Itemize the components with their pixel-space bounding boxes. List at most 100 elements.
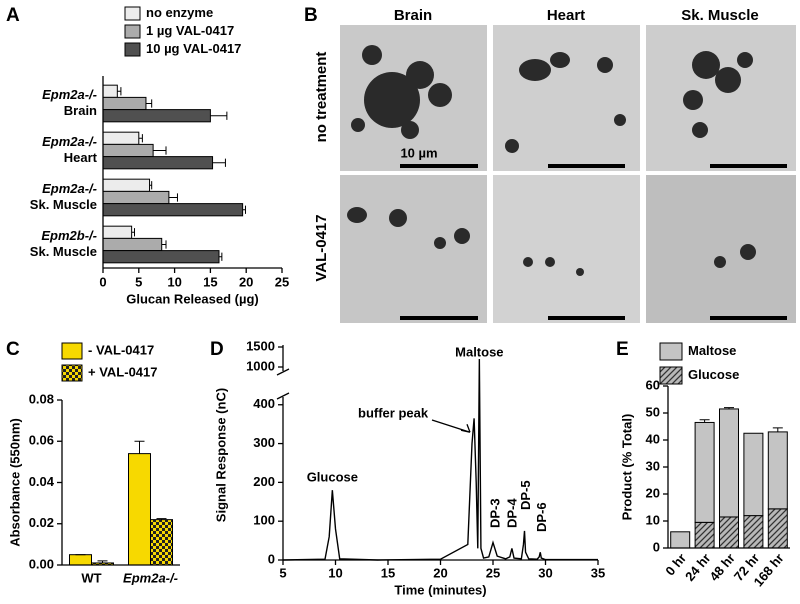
legend-swatch xyxy=(659,342,683,361)
micrograph xyxy=(340,175,487,323)
y-tick-label: 100 xyxy=(253,513,275,528)
category-label: Epm2a-/- xyxy=(42,181,97,196)
bar xyxy=(102,203,244,217)
y-tick-label: 300 xyxy=(253,435,275,450)
column-header: Heart xyxy=(547,7,585,24)
x-tick-label: 25 xyxy=(275,274,289,289)
y-tick-label: 0.08 xyxy=(29,391,54,406)
error-bar xyxy=(218,252,223,261)
category-label: Epm2b-/- xyxy=(41,228,97,243)
category-label: Epm2a-/- xyxy=(42,134,97,149)
legend-label: 10 µg VAL-0417 xyxy=(146,41,241,56)
column-header: Brain xyxy=(394,7,432,24)
row-label: VAL-0417 xyxy=(313,214,330,281)
error-bar xyxy=(210,111,228,120)
y-axis-label: Signal Response (nC) xyxy=(213,388,228,522)
bar xyxy=(102,84,118,98)
y-tick-label: 0.06 xyxy=(29,433,54,448)
micrograph xyxy=(646,25,796,171)
panel-b: B Brain Heart Sk. Muscle no treatment VA… xyxy=(304,5,796,323)
granules xyxy=(347,45,756,276)
y-axis-label: Product (% Total) xyxy=(619,414,634,521)
error-bar xyxy=(153,146,167,155)
bar-segment xyxy=(719,408,739,518)
y-tick-label: 20 xyxy=(646,485,660,500)
y-tick-label: 60 xyxy=(646,377,660,392)
legend-swatch xyxy=(124,6,141,21)
x-tick-label: 15 xyxy=(203,274,217,289)
bar xyxy=(102,109,211,123)
x-tick-label: 25 xyxy=(486,565,500,580)
bar xyxy=(102,178,151,192)
bar xyxy=(128,453,151,566)
category-label: 48 hr xyxy=(706,550,737,583)
bar-segment xyxy=(694,421,715,523)
x-tick-label: 5 xyxy=(135,274,142,289)
legend-label: Maltose xyxy=(688,343,736,358)
annotation: buffer peak xyxy=(358,405,429,420)
category-label: WT xyxy=(81,570,101,585)
annotation: Glucose xyxy=(307,469,358,484)
x-tick-label: 10 xyxy=(167,274,181,289)
bar-segment xyxy=(743,515,764,549)
bar-segment xyxy=(694,521,715,549)
legend-label: + VAL-0417 xyxy=(88,364,158,379)
bar-segment xyxy=(743,432,764,517)
legend-swatch xyxy=(124,42,141,57)
error-bar xyxy=(138,134,143,143)
y-axis-label: Absorbance (550nm) xyxy=(7,418,22,547)
x-tick-label: 15 xyxy=(381,565,395,580)
error-bar xyxy=(772,427,783,432)
legend-label: 1 µg VAL-0417 xyxy=(146,23,234,38)
error-bar xyxy=(699,419,710,423)
bar xyxy=(102,143,154,158)
x-tick-label: 35 xyxy=(591,565,605,580)
category-label: Sk. Muscle xyxy=(30,244,97,259)
y-tick-label: 0.00 xyxy=(29,556,54,571)
category-label: Heart xyxy=(64,150,98,165)
category-label: Sk. Muscle xyxy=(30,197,97,212)
x-tick-label: 20 xyxy=(239,274,253,289)
panel-label: B xyxy=(304,5,318,26)
bar xyxy=(102,190,170,205)
scale-label: 10 µm xyxy=(400,145,437,160)
error-bar xyxy=(149,181,153,190)
y-tick-label: 30 xyxy=(646,458,660,473)
column-header: Sk. Muscle xyxy=(681,7,759,24)
x-axis-label: Time (minutes) xyxy=(394,582,486,597)
error-bar xyxy=(97,560,108,563)
row-label: no treatment xyxy=(313,52,330,143)
y-tick-label: 0.02 xyxy=(29,515,54,530)
error-bar xyxy=(724,407,734,409)
bar-segment xyxy=(719,516,739,549)
bar-segment xyxy=(767,431,788,510)
bar-segment xyxy=(767,508,788,549)
y-tick-label: 1500 xyxy=(246,338,275,353)
category-label: Epm2a-/- xyxy=(42,87,97,102)
x-tick-label: 30 xyxy=(538,565,552,580)
panel-label: E xyxy=(616,339,629,360)
legend-label: - VAL-0417 xyxy=(88,342,154,357)
y-tick-label: 0.04 xyxy=(29,474,55,489)
x-tick-label: 0 xyxy=(99,274,106,289)
error-bar xyxy=(161,240,167,249)
annotation-arrow xyxy=(431,419,471,433)
bar xyxy=(102,237,163,252)
annotation: DP-4 xyxy=(504,498,519,528)
bar xyxy=(102,250,220,264)
error-bar xyxy=(168,193,178,202)
legend-swatch xyxy=(124,24,141,39)
error-bar xyxy=(242,205,246,214)
legend-label: no enzyme xyxy=(146,5,213,20)
x-tick-label: 10 xyxy=(328,565,342,580)
axis-break xyxy=(276,368,290,400)
y-tick-label: 0 xyxy=(653,539,660,554)
y-tick-label: 10 xyxy=(646,512,660,527)
error-bar xyxy=(156,518,167,520)
panel-label: C xyxy=(6,339,20,360)
x-tick-label: 20 xyxy=(433,565,447,580)
panel-label: D xyxy=(210,339,224,360)
bar xyxy=(150,519,173,566)
error-bar xyxy=(131,228,136,237)
